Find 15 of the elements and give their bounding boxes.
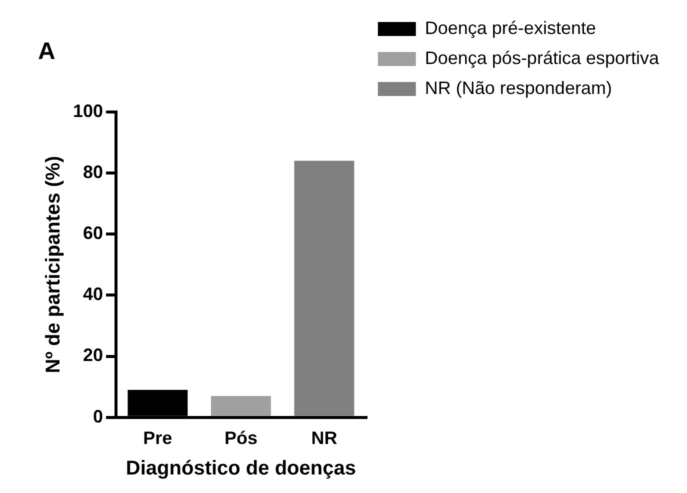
y-tick-label: 0 xyxy=(93,406,104,426)
y-tick-label: 100 xyxy=(72,100,104,121)
y-tick-label: 60 xyxy=(83,223,104,244)
legend-label: Doença pré-existente xyxy=(424,18,596,38)
legend-label: Doença pós-prática esportiva xyxy=(424,48,660,68)
y-axis-title: Nº de participantes (%) xyxy=(42,156,65,374)
legend-label: NR (Não responderam) xyxy=(424,78,612,98)
y-tick-label: 20 xyxy=(83,345,104,366)
x-axis-title: Diagnóstico de doenças xyxy=(126,458,356,480)
text: A xyxy=(38,38,56,66)
x-tick-label: Pós xyxy=(224,428,258,448)
x-tick-label: Pre xyxy=(143,428,172,448)
x-tick-label: NR xyxy=(311,428,338,448)
y-tick-label: 80 xyxy=(83,162,104,182)
y-tick-label: 40 xyxy=(83,284,104,304)
